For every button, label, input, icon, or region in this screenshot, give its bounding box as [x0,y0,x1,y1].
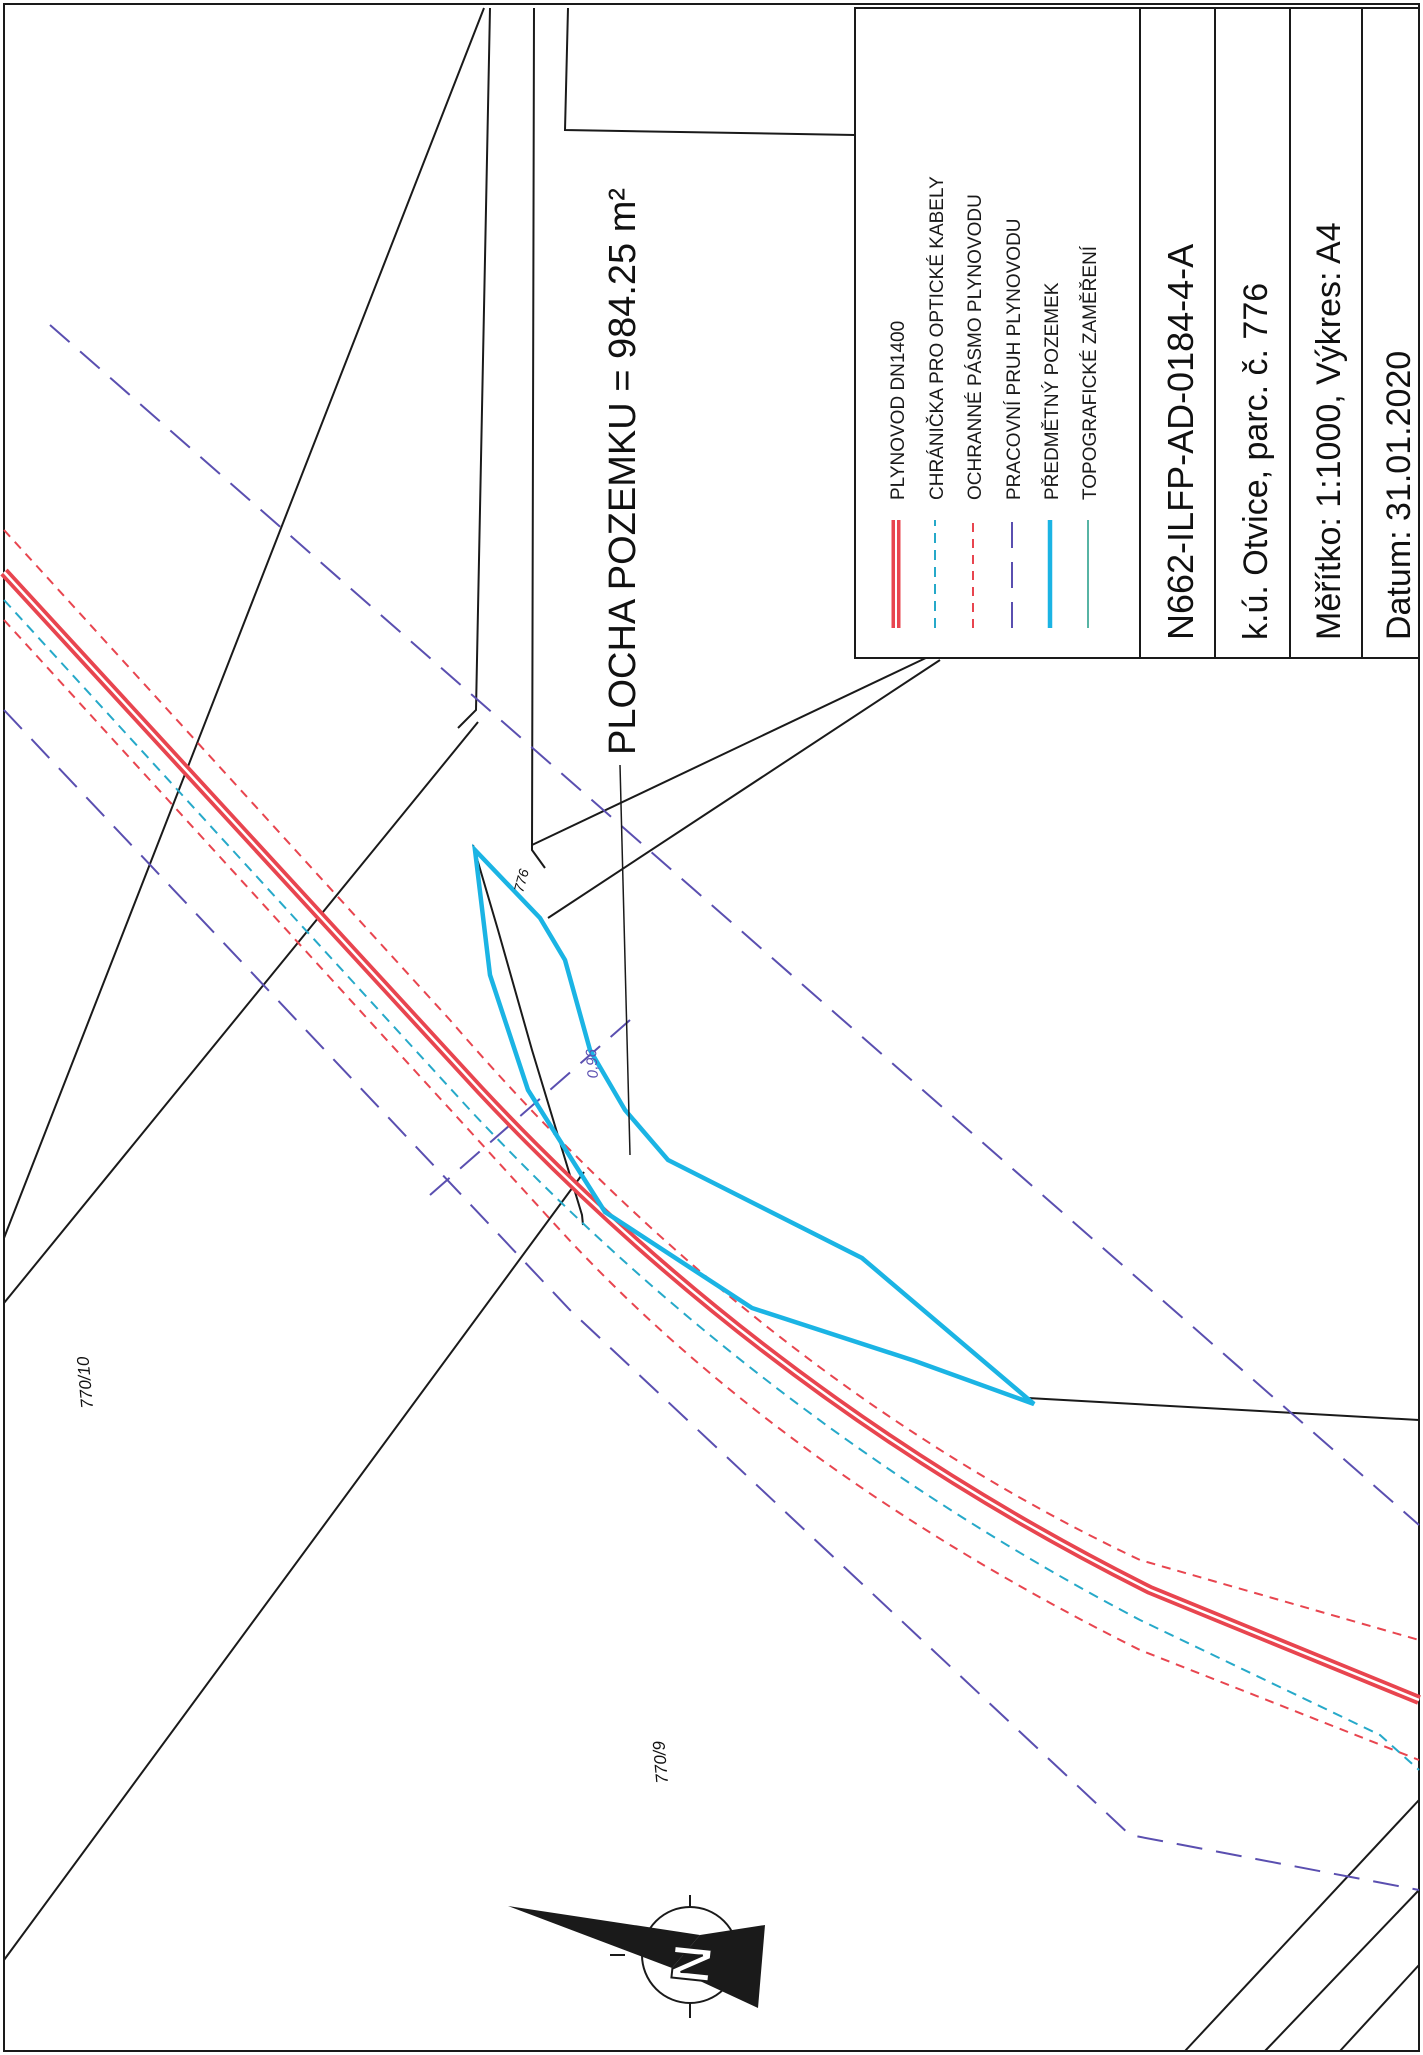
protection-zone [3,529,1420,1761]
parcel-label-770-10: 770/10 [73,1355,97,1409]
sheet-border [3,3,1420,2052]
legend-label-protection-zone: OCHRANNÉ PÁSMO PLYNOVODU [965,194,986,500]
dimension-label: 0,96 [583,1048,602,1079]
fiber-duct [3,599,1420,1771]
north-letter: N [660,1941,724,1986]
parcel-label-770-9: 770/9 [649,1740,672,1785]
subject-parcel [471,843,1036,1407]
date-info: Datum: 31.01.2020 [1380,351,1418,640]
parcel-label-776: 776 [510,867,532,894]
legend-label-working-strip: PRACOVNÍ PRUH PLYNOVODU [1004,218,1025,500]
working-strip [3,324,1420,1891]
legend-label-gas-pipeline: PLYNOVOD DN1400 [888,321,909,500]
cadastre-info: k.ú. Otvice, parc. č. 776 [1237,283,1275,640]
legend-label-fiber-duct: CHRÁNIČKA PRO OPTICKÉ KABELY [926,176,948,500]
scale-info: Měřítko: 1:1000, Výkres: A4 [1310,222,1348,640]
legend-panel: PLYNOVOD DN1400 CHRÁNIČKA PRO OPTICKÉ KA… [854,7,1420,659]
gas-pipeline [0,568,1421,1705]
parcel-boundaries [3,7,1420,2052]
drawing-number: N662-ILFP-AD-0184-4-A [1160,244,1201,640]
legend-label-survey: TOPOGRAFICKÉ ZAMĚŘENÍ [1079,245,1101,500]
area-label: PLOCHA POZEMKU = 984.25 m² [602,188,644,755]
legend-label-subject-parcel: PŘEDMĚTNÝ POZEMEK [1041,282,1063,500]
area-leader-line [619,764,631,1156]
north-arrow-icon: N [508,1895,765,2018]
